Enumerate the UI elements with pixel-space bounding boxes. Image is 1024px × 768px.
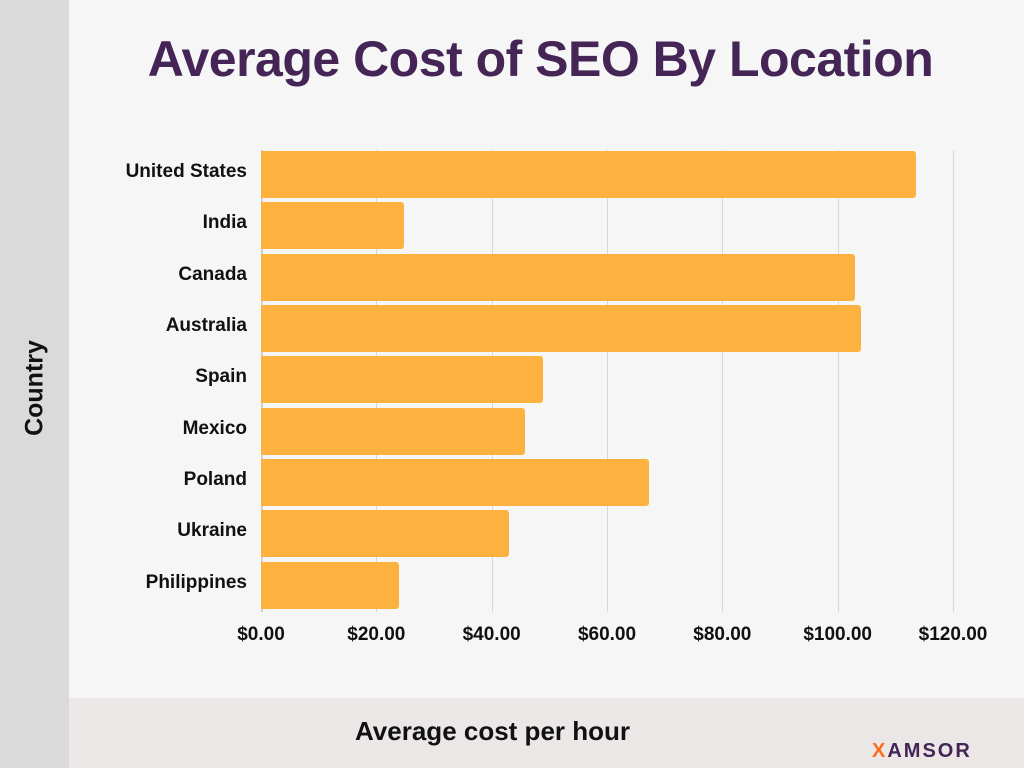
- bar: [261, 202, 404, 250]
- category-label: United States: [125, 161, 247, 182]
- x-tick-label: $40.00: [462, 624, 521, 645]
- bar: [261, 253, 855, 301]
- bar: [261, 151, 916, 198]
- category-label: Spain: [195, 366, 247, 388]
- category-label: Mexico: [182, 417, 247, 439]
- bar: [261, 459, 649, 506]
- gridline: [837, 150, 839, 612]
- bar: [261, 356, 543, 404]
- x-tick-label: $80.00: [693, 624, 752, 645]
- bar: [261, 305, 861, 352]
- y-axis-label: Country: [20, 340, 49, 436]
- x-tick-label: $60.00: [577, 624, 637, 645]
- x-axis-label: Average cost per hour: [355, 716, 631, 746]
- x-tick-label: $100.00: [803, 624, 872, 645]
- side-strip: [0, 0, 69, 768]
- gridline: [722, 150, 724, 612]
- chart-title: Average Cost of SEO By Location: [147, 31, 934, 87]
- category-label: Philippines: [145, 571, 247, 593]
- category-label: Poland: [183, 469, 247, 490]
- bar: [261, 407, 526, 455]
- gridline: [953, 150, 954, 612]
- footer-band: [69, 698, 1024, 768]
- gridline: [607, 150, 608, 612]
- plot-area: [261, 150, 981, 612]
- x-tick-label: $0.00: [237, 624, 285, 645]
- category-label: Canada: [178, 263, 247, 285]
- bar: [261, 561, 399, 609]
- x-tick-label: $20.00: [347, 624, 406, 645]
- category-label: Australia: [165, 315, 247, 336]
- brand-x-letter: X: [872, 740, 888, 762]
- brand-name: AMSOR: [887, 740, 972, 762]
- category-label: Ukraine: [177, 520, 247, 542]
- bar: [261, 510, 509, 558]
- category-label: India: [202, 212, 247, 234]
- x-tick-label: $120.00: [918, 624, 988, 645]
- brand-logo: XAMSOR: [872, 740, 972, 763]
